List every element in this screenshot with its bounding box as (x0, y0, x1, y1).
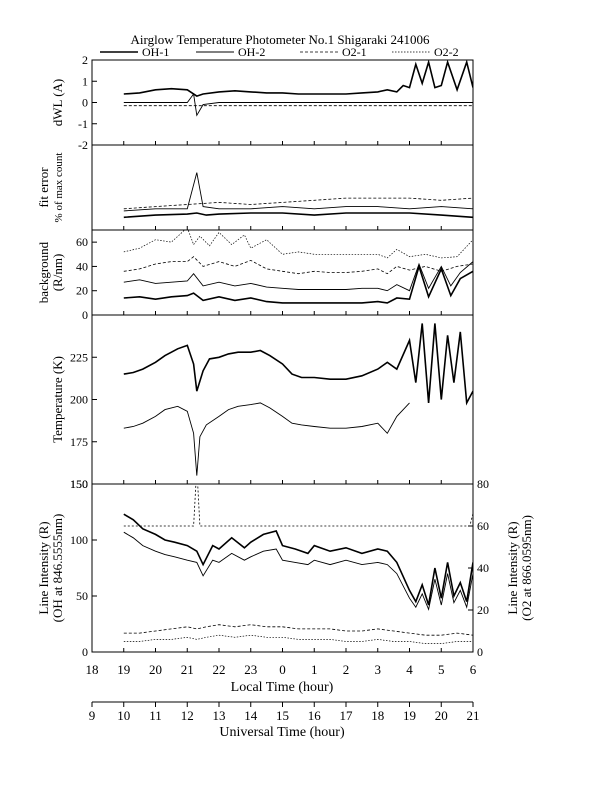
ut-tick-label: 18 (371, 708, 384, 723)
y-tick-label: 20 (76, 284, 88, 298)
ut-tick-label: 13 (213, 708, 226, 723)
ut-tick-label: 14 (244, 708, 258, 723)
series-dwl-oh-1 (123, 60, 473, 97)
x-tick-label: 20 (149, 662, 162, 677)
series-intensity-o2-1 (123, 624, 473, 636)
panel-frame (91, 144, 474, 231)
y-axis-label: Temperature (K) (50, 356, 65, 443)
y-axis-label-2: % of max count (53, 153, 65, 223)
y-tick-label: 0 (82, 645, 88, 659)
y-axis-label-2: (OH at 846.5555nm) (50, 514, 65, 623)
panels: 2 1 0 -1 -2 dWL (A) fit error% of max count 60 4… (36, 53, 534, 659)
y-tick-label: 0 (82, 308, 88, 322)
x-tick-label: 2 (343, 662, 350, 677)
series-temperature-oh-1 (123, 323, 473, 406)
y-tick-label: 40 (76, 259, 88, 273)
y-tick-label: 1 (82, 74, 88, 88)
y-tick-label: -1 (78, 117, 88, 131)
ut-tick-label: 12 (181, 708, 194, 723)
series-intensity-oh-1 (123, 513, 473, 606)
series-fit-o2-1 (123, 197, 473, 210)
x-tick-label: 1 (311, 662, 318, 677)
y-tick-label: 100 (70, 533, 88, 547)
y-tick-label: 225 (70, 350, 88, 364)
ut-tick-label: 17 (340, 708, 354, 723)
y-right-axis-label: Line Intensity (R) (505, 521, 520, 614)
y-tick-label: 150 (70, 477, 88, 491)
ut-tick-label: 9 (89, 708, 96, 723)
y-right-tick-label: 60 (477, 519, 489, 533)
y-right-tick-label: 40 (477, 561, 489, 575)
x-tick-label: 21 (181, 662, 194, 677)
series-temperature-oh-2 (123, 402, 410, 476)
ut-tick-label: 20 (435, 708, 448, 723)
x-tick-label: 19 (117, 662, 130, 677)
chart-title: Airglow Temperature Photometer No.1 Shig… (131, 32, 431, 47)
x-tick-label: 3 (375, 662, 382, 677)
x-tick-label: 0 (279, 662, 286, 677)
legend-label: OH-1 (142, 45, 169, 59)
ut-tick-label: 15 (276, 708, 289, 723)
panel-frame (91, 314, 474, 485)
y-right-tick-label: 20 (477, 603, 489, 617)
y-right-tick-label: 80 (477, 477, 489, 491)
y-axis-label: background (36, 241, 51, 303)
panel-fit: fit error% of max count (36, 144, 474, 231)
y-right-tick-label: 0 (477, 645, 483, 659)
series-fit-oh-2 (123, 172, 473, 212)
ut-tick-label: 11 (149, 708, 162, 723)
y-axis-label-2: (R/nm) (50, 254, 65, 292)
legend: OH-1 OH-2 O2-1 O2-2 (100, 45, 459, 59)
y-axis-label: Line Intensity (R) (36, 521, 51, 614)
y-tick-label: 175 (70, 435, 88, 449)
x-tick-label: 4 (406, 662, 413, 677)
series-background-o2-2 (123, 230, 473, 259)
y-tick-label: 200 (70, 393, 88, 407)
series-fit-oh-1 (123, 212, 473, 219)
y-tick-label: 0 (82, 96, 88, 110)
panel-temperature: 225 200 175 150 Temperature (K) (50, 314, 474, 491)
series-background-oh-2 (123, 261, 473, 292)
y-tick-label: 2 (82, 53, 88, 67)
y-tick-label: 50 (76, 589, 88, 603)
x-axis-label: Local Time (hour) (231, 680, 334, 695)
series-background-oh-1 (123, 263, 473, 304)
series-intensity-o2-1-spike (123, 484, 473, 527)
series-intensity-oh-2 (123, 531, 473, 611)
panel-background: 60 40 20 0 background (R/nm) (36, 229, 474, 322)
ut-tick-label: 19 (403, 708, 416, 723)
y-tick-label: -2 (78, 138, 88, 152)
x-tick-label: 6 (470, 662, 477, 677)
y-tick-label: 60 (76, 235, 88, 249)
legend-label: O2-1 (342, 45, 367, 59)
ut-tick-label: 21 (467, 708, 480, 723)
legend-label: OH-2 (238, 45, 265, 59)
x-tick-label: 22 (213, 662, 226, 677)
ut-axis-label: Universal Time (hour) (219, 725, 345, 740)
y-axis-label: fit error (36, 167, 51, 208)
ut-tick-label: 10 (117, 708, 130, 723)
x-tick-label: 18 (86, 662, 99, 677)
series-background-o2-1 (123, 256, 473, 275)
legend-label: O2-2 (434, 45, 459, 59)
series-intensity-o2-2 (123, 634, 473, 644)
y-right-axis-label-2: (O2 at 866.0595nm) (519, 515, 534, 621)
x-tick-label: 5 (438, 662, 445, 677)
series-dwl-oh-2 (123, 92, 473, 117)
panel-dwl: 2 1 0 -1 -2 dWL (A) (50, 53, 474, 152)
y-tick-label: 150 (70, 477, 88, 491)
ut-tick-label: 16 (308, 708, 322, 723)
x-tick-label: 23 (244, 662, 257, 677)
y-axis-label: dWL (A) (50, 79, 65, 127)
